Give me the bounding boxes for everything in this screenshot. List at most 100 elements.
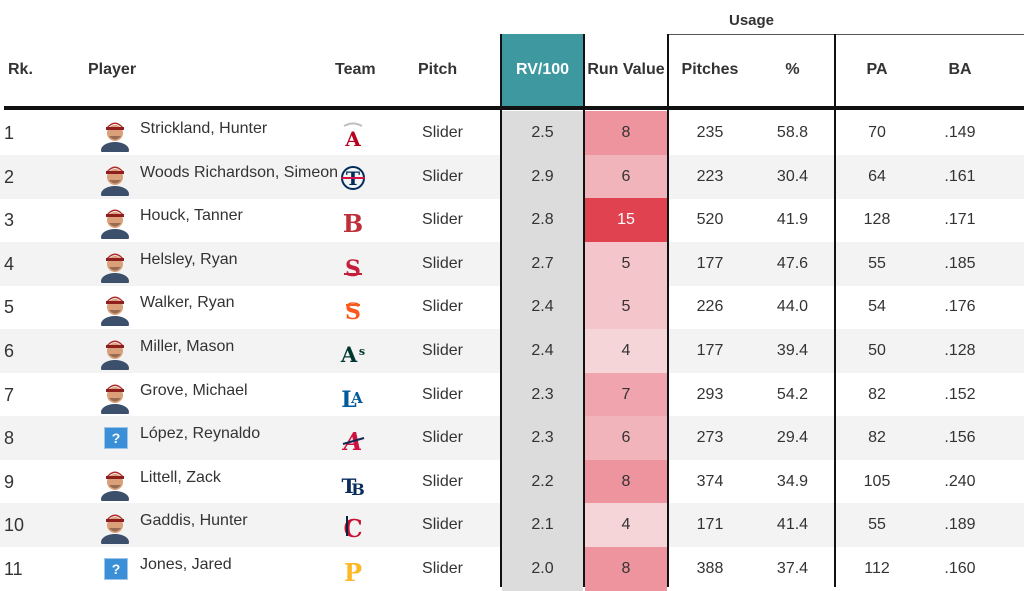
pa-cell: 64 (868, 167, 886, 185)
run-value-cell: 5 (585, 285, 667, 330)
player-name-link[interactable]: Littell, Zack (140, 468, 221, 486)
table-row[interactable]: 2 Woods Richardson, SimeonT Slider 2.96 223 3… (0, 154, 1024, 202)
table-row[interactable]: 5 Walker, Ryan S Slider 2.4 5 226 44.0 54.176 (0, 285, 1024, 333)
svg-text:L: L (341, 387, 356, 411)
pitch-cell: Slider (422, 124, 463, 141)
column-header-pitch[interactable]: Pitch (418, 61, 458, 78)
column-header-ba[interactable]: BA (948, 61, 972, 78)
table-row[interactable]: 4 Helsley, Ryan S Slider 2.7 5 177 47.6 55 .185 (0, 241, 1024, 289)
pitch-cell: Slider (422, 298, 463, 316)
table-row[interactable]: 7 Grove, Michael L A Slider 2.3 7 293 54.2 82.152 (0, 372, 1024, 420)
giants-logo-icon: S (338, 293, 368, 325)
table-row[interactable]: 10 Gaddis, Hunter C Slider 2.1 4 171 41.4 55 .189 (0, 503, 1024, 551)
player-name-link[interactable]: Walker, Ryan (140, 294, 235, 312)
pitches-cell: 388 (696, 560, 724, 577)
pitch-cell: Slider (422, 472, 463, 490)
column-divider (500, 34, 502, 587)
svg-text:B: B (351, 480, 365, 498)
pa-cell: 54 (868, 298, 886, 316)
usage-group-header: Usage (728, 12, 775, 29)
pitch-cell: Slider (422, 385, 463, 403)
ba-cell: .149 (944, 124, 976, 141)
column-header-percent[interactable]: % (785, 61, 800, 78)
player-name-link[interactable]: Miller, Mason (140, 338, 235, 355)
usage-percent-cell: 34.9 (776, 472, 809, 490)
usage-percent-cell: 41.9 (776, 211, 809, 229)
rank-cell: 8 (4, 428, 15, 449)
column-header-run-value[interactable]: Run Value (587, 61, 665, 78)
svg-text:A: A (340, 342, 358, 367)
usage-percent-cell: 54.2 (776, 385, 809, 403)
usage-percent-cell: 44.0 (776, 298, 809, 316)
player-name-link[interactable]: Grove, Michael (140, 381, 248, 399)
player-name-link[interactable]: Gaddis, Hunter (140, 512, 248, 530)
pirates-logo-icon: P (338, 555, 368, 587)
rank-cell: 4 (4, 253, 15, 274)
usage-group-divider (668, 34, 1024, 35)
column-header-player[interactable]: Player (88, 61, 137, 78)
player-name-link[interactable]: Helsley, Ryan (140, 250, 238, 268)
column-header-rv100[interactable]: RV/100 (502, 34, 583, 106)
player-photo (100, 247, 130, 289)
ba-cell: .171 (944, 211, 976, 229)
column-header-pitches[interactable]: Pitches (681, 61, 739, 78)
rv100-cell: 2.3 (502, 372, 583, 417)
column-divider (834, 34, 836, 587)
pitches-cell: 273 (696, 429, 724, 447)
rank-cell: 10 (4, 515, 25, 536)
rank-cell: 7 (4, 384, 15, 405)
usage-percent-cell: 41.4 (776, 516, 809, 534)
run-value-cell: 4 (585, 503, 667, 548)
angels-logo-icon: A (338, 119, 368, 151)
player-name-link[interactable]: Jones, Jared (140, 556, 232, 573)
ba-cell: .185 (944, 254, 976, 272)
player-name-link[interactable]: Houck, Tanner (140, 207, 243, 225)
column-header-pa[interactable]: PA (866, 61, 888, 78)
svg-text:B: B (343, 209, 363, 236)
table-row[interactable]: 9 Littell, Zack T B Slider 2.2 8 374 34.9 105 .240 (0, 459, 1024, 507)
usage-percent-cell: 47.6 (776, 254, 809, 272)
table-row[interactable]: 1 Strickland, Hunter A Slider 2.5 8 235 58.8 70.… (0, 111, 1024, 158)
table-row[interactable]: 8? López, Reynaldo A Slider 2.36 273 29.4 82 .15… (0, 416, 1024, 461)
rank-cell: 11 (4, 559, 23, 579)
player-photo (100, 378, 130, 420)
run-value-cell: 7 (585, 372, 667, 417)
rv100-cell: 2.3 (502, 416, 583, 461)
pitches-cell: 520 (696, 211, 724, 229)
run-value-cell: 6 (585, 154, 667, 199)
rv100-cell: 2.1 (502, 503, 583, 548)
rv100-cell: 2.8 (502, 198, 583, 243)
rv100-cell: 2.5 (502, 111, 583, 155)
pitches-cell: 374 (696, 472, 724, 490)
run-value-cell: 8 (585, 459, 667, 504)
player-name-link[interactable]: Strickland, Hunter (140, 120, 268, 137)
pa-cell: 50 (868, 342, 886, 359)
braves-logo-icon: A (338, 424, 368, 456)
pa-cell: 82 (868, 385, 886, 403)
table-row[interactable]: 11? Jones, Jared P Slider 2.0 8 388 37.4 112 .160 (0, 547, 1024, 591)
player-name-link[interactable]: Woods Richardson, Simeon (140, 163, 339, 181)
svg-text:S: S (345, 256, 361, 280)
player-photo (100, 465, 130, 507)
pa-cell: 105 (863, 472, 891, 490)
column-header-rank[interactable]: Rk. (8, 61, 33, 78)
player-name-link[interactable]: López, Reynaldo (140, 425, 261, 443)
column-header-team[interactable]: Team (335, 61, 376, 78)
table-row[interactable]: 3 Houck, Tanner B Slider 2.8 15 520 41.9 128 .171 (0, 198, 1024, 246)
pitch-cell: Slider (422, 429, 463, 447)
player-photo (100, 290, 130, 333)
unknown-player-photo-icon: ? (104, 558, 128, 580)
pa-cell: 55 (868, 516, 886, 534)
pitches-cell: 177 (696, 254, 724, 272)
player-photo (100, 334, 130, 376)
pa-cell: 70 (868, 124, 886, 141)
pitches-cell: 223 (696, 167, 724, 185)
rank-cell: 6 (4, 341, 15, 361)
pitch-cell: Slider (422, 167, 463, 185)
pitches-cell: 171 (696, 516, 724, 534)
rank-cell: 1 (4, 123, 15, 143)
